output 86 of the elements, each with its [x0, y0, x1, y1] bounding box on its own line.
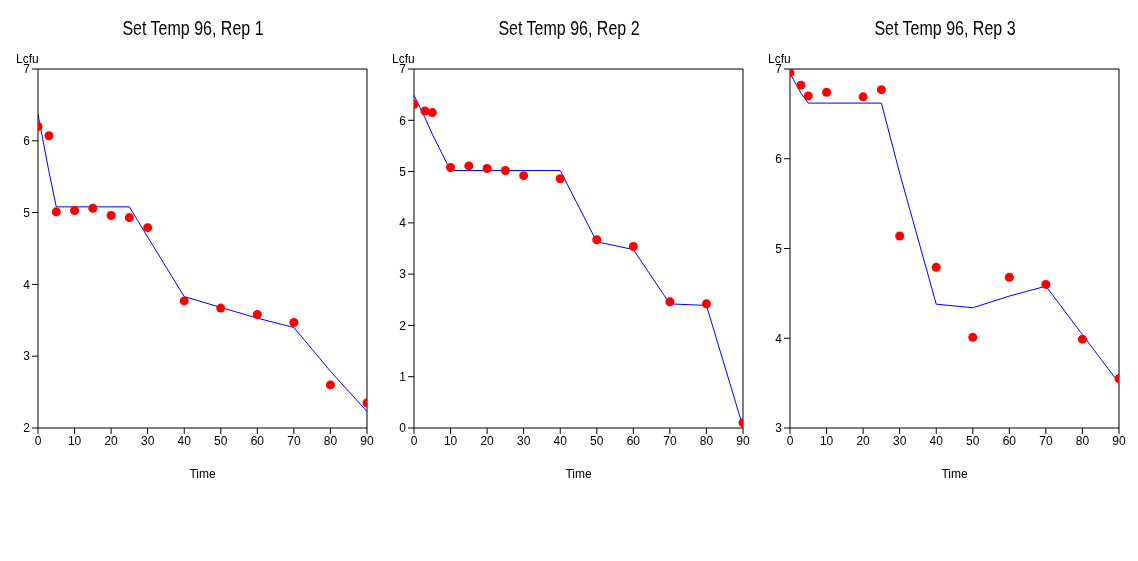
y-tick-label: 2: [23, 421, 31, 436]
y-tick-label: 0: [399, 421, 407, 436]
point: [895, 231, 905, 241]
x-tick-label: 30: [140, 433, 155, 448]
point: [446, 162, 456, 172]
point: [931, 262, 941, 272]
point: [555, 174, 565, 184]
point: [1004, 272, 1014, 282]
point: [70, 205, 80, 215]
point: [665, 297, 675, 307]
x-tick-label: 30: [892, 433, 907, 448]
y-tick-label: 4: [23, 277, 31, 292]
y-tick-label: 6: [775, 152, 783, 167]
x-tick-label: 0: [410, 433, 418, 448]
x-axis-title: Time: [565, 467, 592, 481]
x-tick-label: 0: [786, 433, 794, 448]
point: [143, 223, 153, 233]
y-tick-label: 6: [399, 113, 407, 128]
x-tick-label: 80: [323, 433, 338, 448]
point: [106, 210, 116, 220]
x-tick-label: 90: [360, 433, 374, 448]
y-tick-label: 5: [23, 205, 31, 220]
chart-title: Set Temp 96, Rep 1: [121, 16, 265, 41]
y-tick-label: 1: [399, 369, 407, 384]
x-tick-label: 80: [1075, 433, 1090, 448]
point: [1041, 279, 1051, 289]
point: [796, 80, 806, 90]
chart-title: Set Temp 96, Rep 3: [873, 16, 1017, 41]
x-tick-label: 10: [819, 433, 834, 448]
x-axis-title: Time: [189, 467, 216, 481]
y-tick-label: 4: [775, 331, 783, 346]
chart-title: Set Temp 96, Rep 2: [497, 16, 641, 41]
point: [701, 299, 711, 309]
x-tick-label: 50: [966, 433, 980, 448]
y-tick-label: 3: [23, 349, 31, 364]
y-tick-label: 5: [399, 164, 407, 179]
point: [44, 131, 54, 141]
point: [803, 91, 813, 101]
x-tick-label: 60: [626, 433, 641, 448]
point: [216, 303, 226, 313]
x-tick-label: 20: [856, 433, 871, 448]
y-tick-label: 3: [399, 267, 407, 282]
y-tick-label: 4: [399, 216, 407, 231]
x-tick-label: 50: [590, 433, 604, 448]
point: [968, 332, 978, 342]
point: [500, 166, 510, 176]
x-tick-label: 30: [516, 433, 531, 448]
x-tick-label: 40: [177, 433, 192, 448]
point: [88, 203, 98, 213]
point: [464, 161, 474, 171]
x-tick-label: 20: [480, 433, 495, 448]
y-tick-label: 6: [23, 134, 31, 149]
point: [252, 310, 262, 320]
x-tick-label: 10: [67, 433, 82, 448]
x-tick-label: 60: [1002, 433, 1017, 448]
x-tick-label: 0: [34, 433, 42, 448]
x-tick-label: 80: [699, 433, 714, 448]
point: [482, 163, 492, 173]
x-tick-label: 90: [1112, 433, 1126, 448]
x-tick-label: 40: [929, 433, 944, 448]
point: [124, 213, 134, 223]
x-tick-label: 20: [104, 433, 119, 448]
point: [628, 241, 638, 251]
point: [289, 317, 299, 327]
y-tick-label: 3: [775, 421, 783, 436]
point: [519, 171, 529, 181]
x-tick-label: 10: [443, 433, 458, 448]
x-tick-label: 70: [287, 433, 301, 448]
x-tick-label: 40: [553, 433, 568, 448]
x-tick-label: 70: [663, 433, 677, 448]
x-axis-title: Time: [941, 467, 968, 481]
y-tick-label: 5: [775, 241, 783, 256]
point: [179, 296, 189, 306]
point: [592, 235, 602, 245]
point: [1077, 334, 1087, 344]
x-tick-label: 60: [250, 433, 265, 448]
x-tick-label: 90: [736, 433, 750, 448]
point: [51, 207, 61, 217]
point: [325, 380, 335, 390]
point: [876, 85, 886, 95]
point: [822, 87, 832, 97]
point: [427, 108, 437, 118]
point: [858, 92, 868, 102]
x-tick-label: 70: [1039, 433, 1053, 448]
y-tick-label: 2: [399, 318, 407, 333]
x-tick-label: 50: [214, 433, 228, 448]
